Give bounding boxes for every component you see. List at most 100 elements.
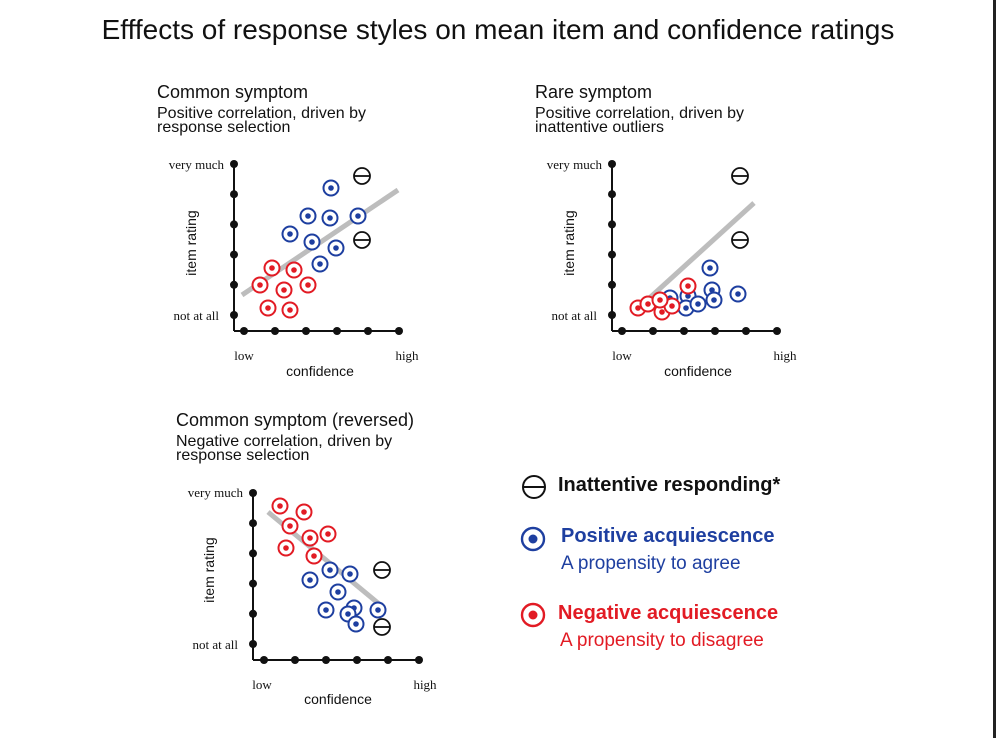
panel-3-positive-marker-dot (347, 571, 353, 577)
panel-2-x-tick (773, 327, 781, 335)
panel-2-positive-marker-dot (685, 293, 691, 299)
panel-2-trend-line (642, 201, 756, 305)
panel-3-positive-marker-dot (335, 589, 341, 595)
panel-2-x-tick (742, 327, 750, 335)
panel-3-negative-marker-dot (307, 535, 313, 541)
panel-2-x-tick (711, 327, 719, 335)
legend-positive-label: Positive acquiescence (561, 525, 775, 547)
panel-2-x-low-label: low (612, 348, 632, 363)
panel-1-negative-marker-dot (281, 287, 287, 293)
panel-2-negative-marker-dot (659, 309, 665, 315)
panel-1-y-tick (230, 311, 238, 319)
panel-3-y-tick (249, 609, 257, 618)
panel-2-negative-marker-dot (635, 305, 641, 311)
panel-1-positive-marker-dot (333, 245, 339, 251)
panel-1-positive-marker-dot (327, 215, 333, 221)
panel-3-y-tick (249, 640, 257, 648)
panel-1-x-tick (364, 327, 372, 335)
panel-2-title: Rare symptom (535, 82, 653, 102)
panel-3-negative-marker-dot (283, 545, 289, 551)
panel-1-x-tick (302, 327, 310, 335)
panel-2-y-tick (608, 311, 616, 319)
panel-2-positive-marker-dot (683, 305, 689, 311)
panel-1-x-high-label: high (395, 348, 419, 363)
panel-1-positive-marker-dot (287, 231, 293, 237)
panel-2-y-tick (608, 280, 616, 289)
panel-1-x-axis-title: confidence (286, 363, 354, 379)
panel-3-positive-marker-dot (345, 611, 351, 617)
panel-3-positive-marker-dot (327, 567, 333, 573)
dot-circle-icon (520, 526, 546, 552)
panel-1-y-tick (230, 250, 238, 259)
panel-1-positive-marker-dot (317, 261, 323, 267)
dot-circle-icon (520, 602, 546, 628)
panel-2-positive-marker-dot (709, 287, 715, 293)
panel-2-negative-marker-dot (657, 297, 663, 303)
panel-1-x-tick (395, 327, 403, 335)
legend-negative-label: Negative acquiescence (558, 602, 779, 624)
minus-circle-icon (522, 475, 546, 499)
panel-1-x-tick (333, 327, 341, 335)
panel-3-positive-marker-dot (353, 621, 359, 627)
panel-1-negative-marker-dot (305, 282, 311, 288)
panel-1-negative-marker-dot (291, 267, 297, 273)
legend-negative-description: A propensity to disagree (560, 630, 764, 651)
panel-1-y-top-label: very much (169, 157, 225, 172)
panel-2-x-tick (649, 327, 657, 335)
panel-2-positive-marker-dot (711, 297, 717, 303)
panel-1-y-bottom-label: not at all (174, 308, 220, 323)
panel-3-x-tick (260, 656, 268, 664)
panel-2-y-tick (608, 220, 616, 229)
panel-1-positive-marker-dot (305, 213, 311, 219)
panel-1-y-tick (230, 160, 238, 168)
panel-3-x-low-label: low (252, 677, 272, 692)
figure-title: Efffects of response styles on mean item… (101, 14, 895, 45)
panel-3-negative-marker-dot (301, 509, 307, 515)
panel-3-title: Common symptom (reversed) (176, 410, 415, 430)
panel-2-y-tick (608, 160, 616, 168)
panel-2-x-axis-title: confidence (664, 363, 732, 379)
panel-2-positive-marker-dot (735, 291, 741, 297)
panel-2-y-tick (608, 190, 616, 199)
panel-1-title: Common symptom (157, 82, 309, 102)
panel-1-y-tick (230, 190, 238, 199)
panel-3-negative-marker-dot (277, 503, 283, 509)
panel-3-x-tick (415, 656, 423, 664)
panel-1-subtitle: Positive correlation, driven by response… (157, 105, 366, 136)
panel-2-subtitle: Positive correlation, driven by inattent… (535, 105, 744, 136)
panel-3-x-tick (384, 656, 392, 664)
panel-2-negative-marker-dot (669, 303, 675, 309)
panel-2-positive-marker-dot (707, 265, 713, 271)
legend-positive-description: A propensity to agree (561, 553, 741, 574)
panel-2-y-bottom-label: not at all (552, 308, 598, 323)
panel-2-y-tick (608, 250, 616, 259)
panel-1-y-tick (230, 220, 238, 229)
panel-2-y-top-label: very much (547, 157, 603, 172)
panel-3-y-bottom-label: not at all (193, 637, 239, 652)
panel-1-negative-marker-dot (265, 305, 271, 311)
panel-3-y-tick (249, 489, 257, 497)
panel-3-subtitle: Negative correlation, driven by response… (176, 433, 393, 464)
panel-2-x-tick (680, 327, 688, 335)
panel-3-x-axis-title: confidence (304, 691, 372, 707)
panel-3-y-top-label: very much (188, 485, 244, 500)
panel-3-y-tick (249, 519, 257, 528)
panel-2-positive-marker-dot (695, 301, 701, 307)
panel-3-x-tick (322, 656, 330, 664)
panel-1-y-axis-title: item rating (183, 210, 199, 275)
panel-1-negative-marker-dot (287, 307, 293, 313)
panel-3-negative-marker-dot (325, 531, 331, 537)
panel-3-y-axis-title: item rating (201, 537, 217, 602)
panel-3-positive-marker-dot (375, 607, 381, 613)
panel-1-negative-marker-dot (257, 282, 263, 288)
panel-1-positive-marker-dot (328, 185, 334, 191)
panel-3-x-tick (353, 656, 361, 664)
panel-1-x-tick (240, 327, 248, 335)
panel-1-positive-marker-dot (309, 239, 315, 245)
panel-3-negative-marker-dot (311, 553, 317, 559)
panel-3-y-tick (249, 549, 257, 558)
panel-3-x-high-label: high (413, 677, 437, 692)
panel-3-positive-marker-dot (323, 607, 329, 613)
